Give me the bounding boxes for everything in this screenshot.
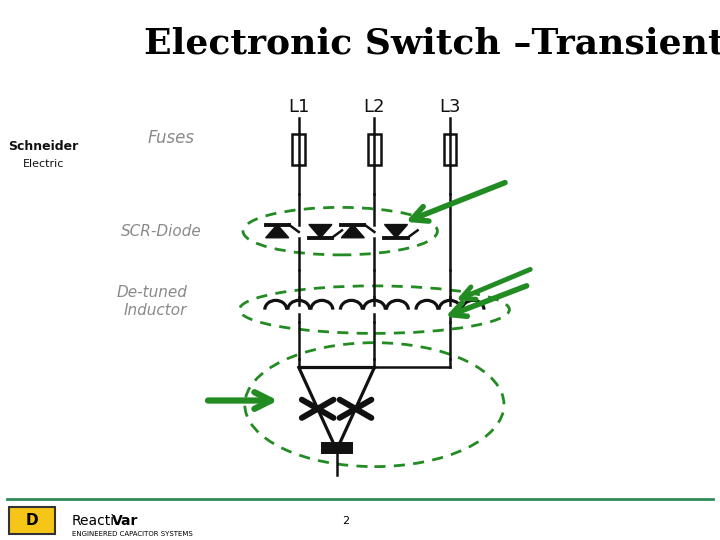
Text: L1: L1 (288, 98, 310, 116)
Text: De-tuned
Inductor: De-tuned Inductor (117, 285, 187, 318)
Text: D: D (25, 513, 38, 528)
Bar (292, 134, 305, 165)
Text: Electric: Electric (22, 159, 64, 169)
Text: Reacti: Reacti (72, 514, 115, 528)
Polygon shape (309, 225, 332, 238)
Text: Schneider: Schneider (8, 140, 78, 153)
Polygon shape (266, 225, 289, 238)
Text: Electronic Switch –Transient Free: Electronic Switch –Transient Free (144, 26, 720, 60)
Bar (368, 134, 381, 165)
Polygon shape (341, 225, 364, 238)
FancyBboxPatch shape (9, 508, 55, 534)
Text: SCR-Diode: SCR-Diode (121, 224, 202, 239)
Text: L3: L3 (439, 98, 461, 116)
Text: L2: L2 (364, 98, 385, 116)
Text: 2: 2 (342, 516, 349, 525)
Text: ENGINEERED CAPACITOR SYSTEMS: ENGINEERED CAPACITOR SYSTEMS (72, 531, 193, 537)
Polygon shape (384, 225, 408, 238)
Text: Fuses: Fuses (148, 129, 194, 147)
Text: Var: Var (112, 514, 138, 528)
Bar (444, 134, 456, 165)
